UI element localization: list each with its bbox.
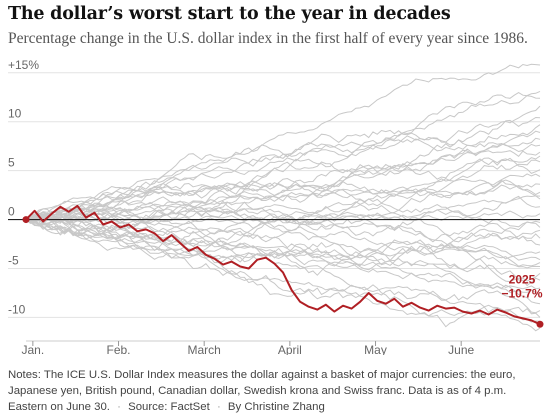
x-axis: Jan. Feb. March April May June (22, 340, 540, 355)
end-point (536, 320, 544, 328)
background-year-line (25, 219, 541, 297)
notes-text: Notes: The ICE U.S. Dollar Index measure… (8, 369, 516, 413)
y-tick-label: 5 (8, 156, 15, 170)
background-year-line (25, 217, 541, 328)
x-tick-label: May (364, 343, 387, 355)
background-year-line (25, 148, 541, 232)
gridlines (8, 72, 540, 318)
highlight-line (25, 204, 541, 326)
background-year-line (25, 90, 541, 222)
y-tick-label: 0 (8, 205, 15, 219)
background-year-line (25, 212, 541, 269)
x-tick-label: June (448, 343, 474, 355)
background-year-lines (25, 63, 541, 332)
notes-source: Source: FactSet (128, 401, 210, 413)
start-point (22, 216, 30, 224)
background-year-line (25, 201, 541, 243)
background-year-line (25, 219, 541, 332)
x-tick-label: Feb. (107, 343, 131, 355)
chart-title: The dollar’s worst start to the year in … (8, 4, 451, 24)
y-axis-labels: +15% 10 5 0 -5 -10 (8, 58, 39, 317)
background-year-line (25, 137, 541, 221)
chart-subtitle: Percentage change in the U.S. dollar ind… (8, 30, 528, 47)
highlight-value-label: −10.7% (501, 286, 542, 300)
notes-separator: · (216, 401, 221, 413)
x-tick-label: March (188, 343, 221, 355)
background-year-line (25, 203, 541, 225)
background-year-line (25, 212, 541, 283)
notes-separator: · (117, 401, 121, 413)
background-year-line (25, 215, 541, 260)
background-year-line (25, 219, 541, 290)
background-year-line (25, 219, 541, 323)
highlight-series-2025: 2025−10.7% (22, 204, 544, 328)
background-year-line (25, 173, 541, 222)
background-year-line (25, 212, 541, 267)
background-year-line (25, 179, 541, 224)
background-year-line (25, 105, 541, 222)
background-year-line (25, 63, 541, 221)
y-tick-label: -5 (8, 254, 19, 268)
y-tick-label: 10 (8, 107, 22, 121)
background-year-line (25, 196, 541, 267)
y-tick-label: -10 (8, 302, 26, 316)
chart-notes: Notes: The ICE U.S. Dollar Index measure… (8, 367, 548, 415)
y-tick-label: +15% (8, 58, 39, 72)
background-year-line (25, 179, 541, 229)
x-tick-label: Jan. (22, 343, 45, 355)
notes-byline: By Christine Zhang (227, 401, 325, 413)
x-tick-label: April (278, 343, 302, 355)
highlight-year-label: 2025 (509, 272, 536, 286)
